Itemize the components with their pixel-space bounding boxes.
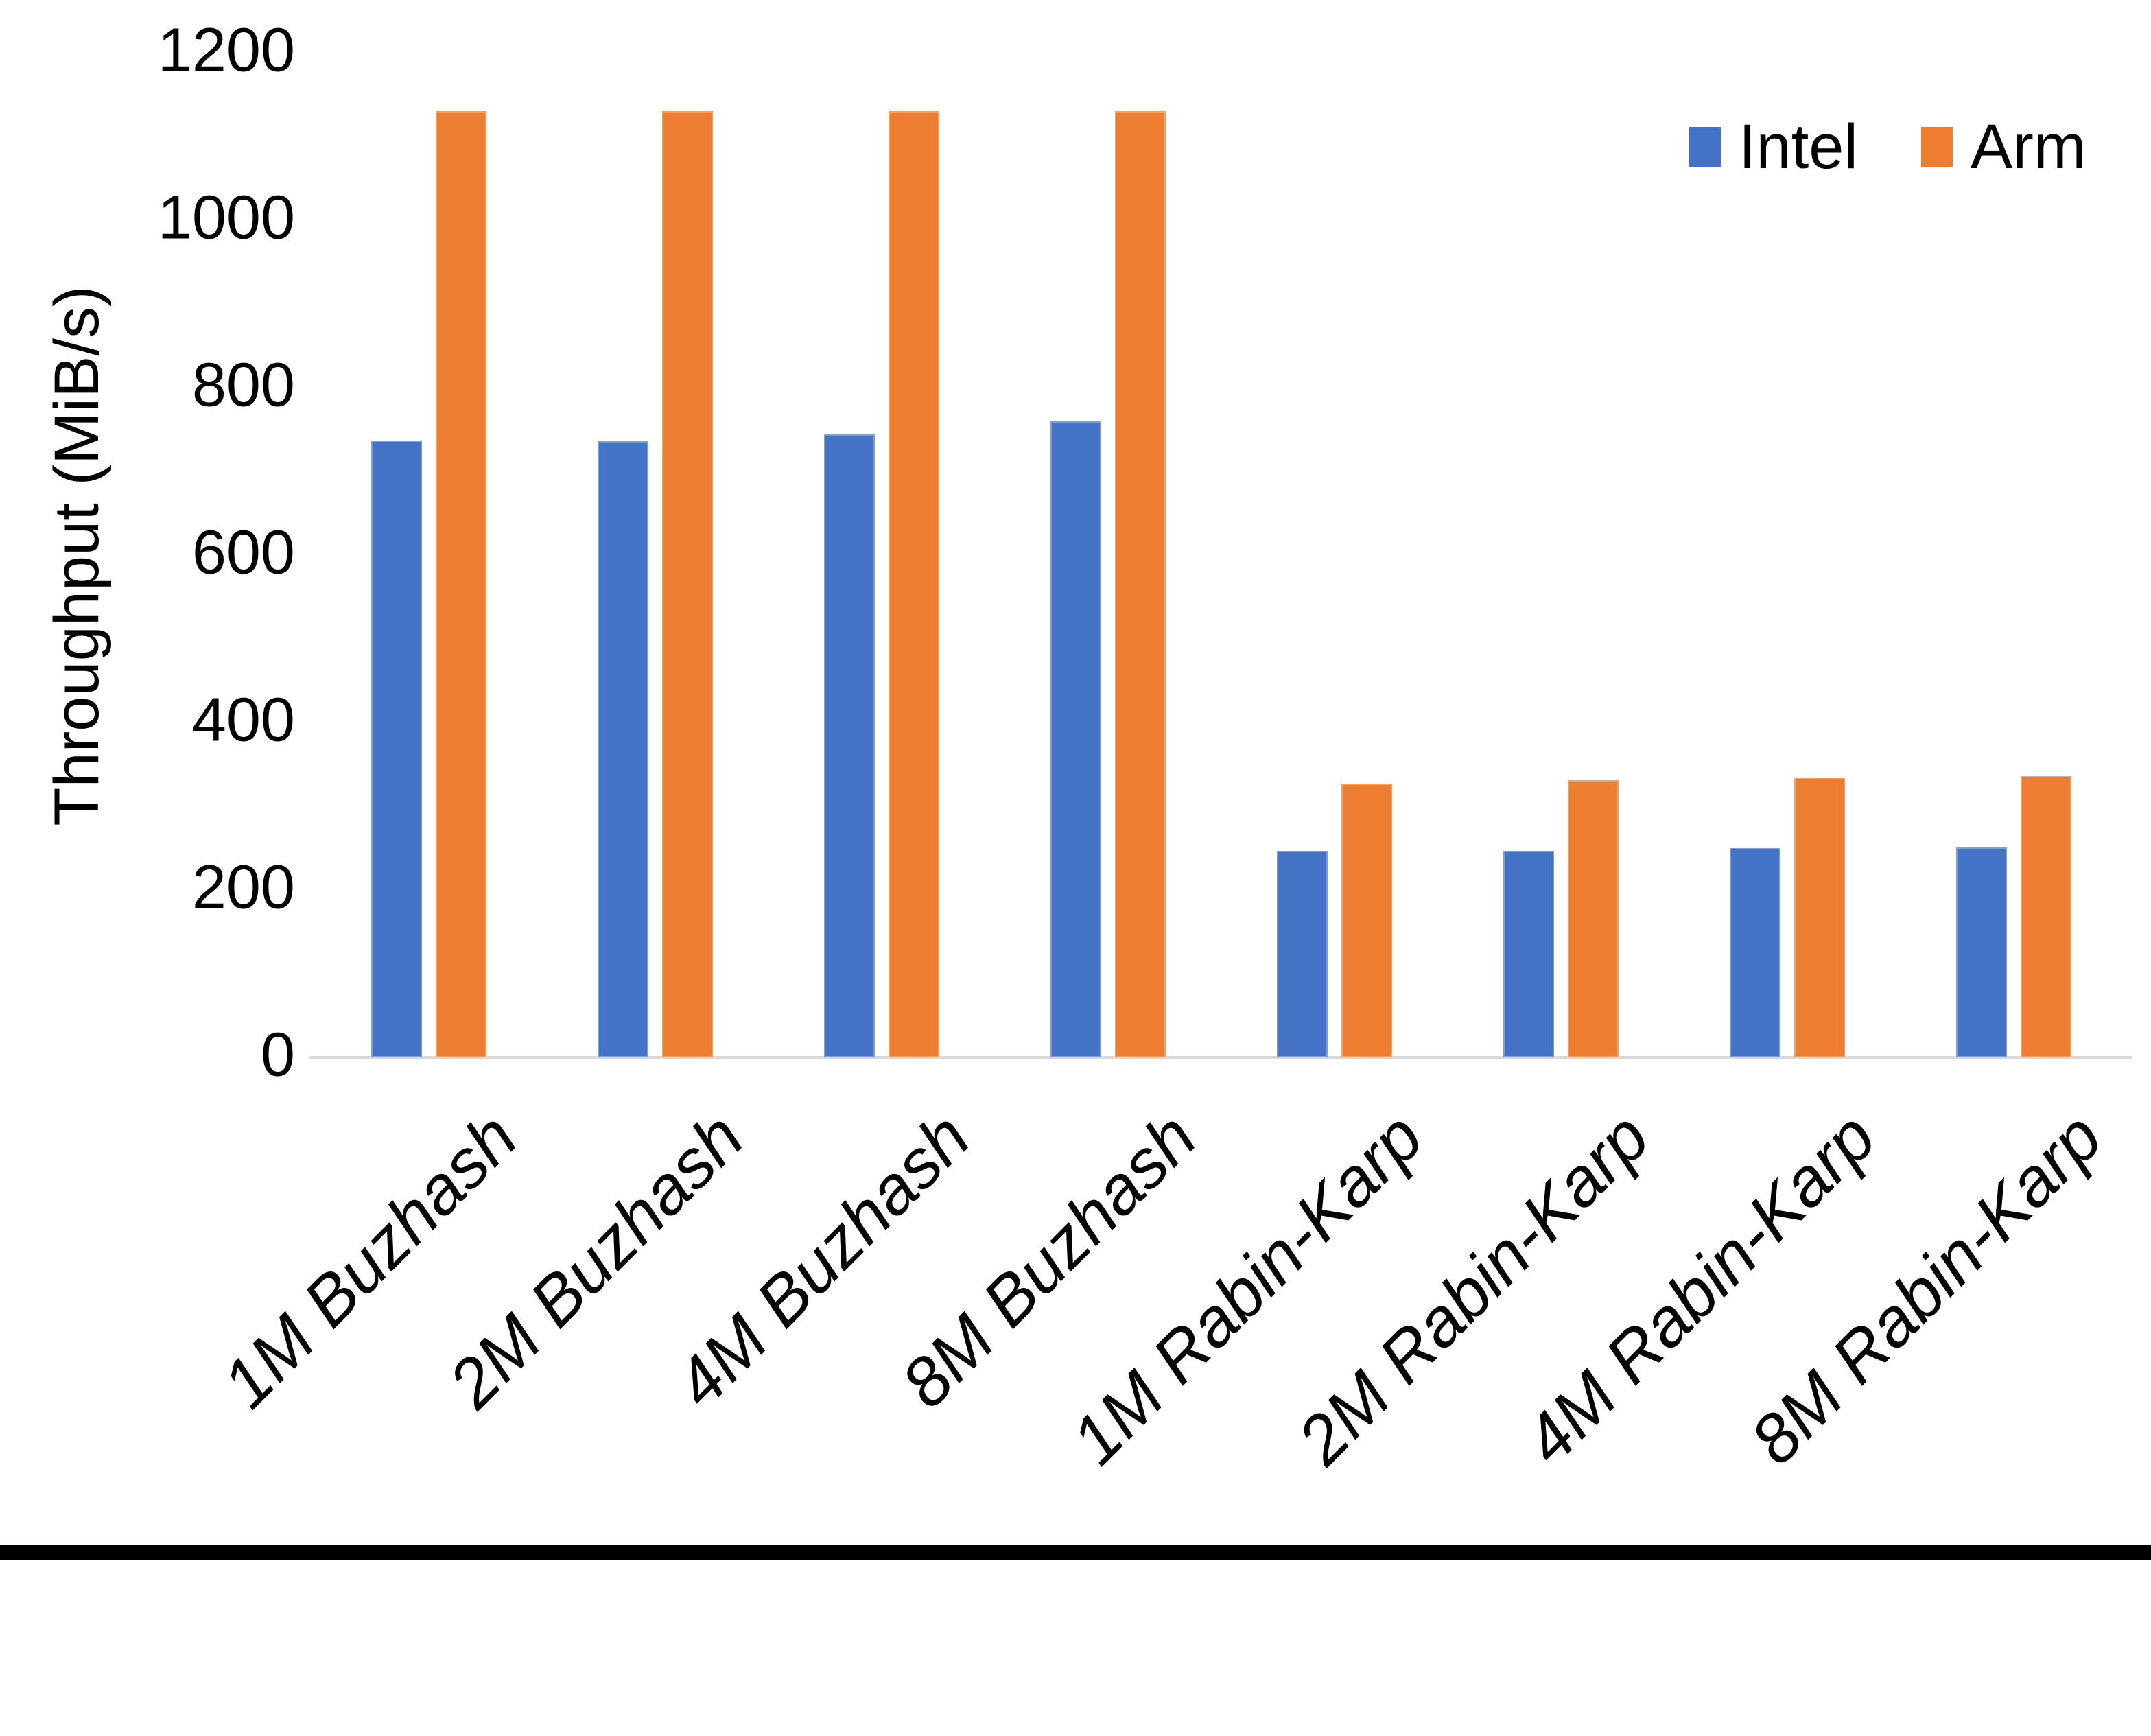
bar-arm-1m-buzhash: [436, 111, 486, 1057]
bar-chart: Throughput (MiB/s) 0 200 400 600 800 1000 1200…: [0, 16, 2151, 1560]
y-tick-800: 800: [191, 351, 295, 420]
legend: Intel Arm: [1689, 115, 2087, 178]
bar-intel-8m-rabin-karp: [1956, 847, 2007, 1057]
legend-label-arm: Arm: [1970, 112, 2087, 182]
y-tick-200: 200: [191, 853, 295, 922]
plot-area: [316, 53, 2127, 1057]
x-axis-line: [309, 1056, 2132, 1059]
bar-arm-1m-rabin-karp: [1341, 784, 1392, 1057]
y-tick-1000: 1000: [157, 183, 295, 253]
y-tick-0: 0: [260, 1020, 295, 1090]
slide-bottom-border: [0, 1545, 2151, 1560]
bar-arm-4m-buzhash: [889, 111, 939, 1057]
legend-item-arm: Arm: [1920, 112, 2087, 182]
legend-swatch-intel: [1689, 127, 1721, 167]
legend-label-intel: Intel: [1739, 112, 1858, 182]
bar-intel-4m-rabin-karp: [1730, 848, 1780, 1057]
bar-intel-8m-buzhash: [1050, 421, 1101, 1057]
bar-arm-8m-buzhash: [1115, 111, 1166, 1057]
bar-intel-2m-rabin-karp: [1503, 850, 1554, 1057]
y-tick-400: 400: [191, 685, 295, 755]
bar-intel-1m-rabin-karp: [1277, 850, 1328, 1057]
bar-arm-4m-rabin-karp: [1794, 777, 1845, 1057]
bar-arm-8m-rabin-karp: [2021, 776, 2071, 1057]
bar-intel-2m-buzhash: [598, 441, 648, 1057]
bar-intel-4m-buzhash: [824, 434, 875, 1057]
bar-arm-2m-rabin-karp: [1568, 780, 1619, 1057]
legend-swatch-arm: [1920, 127, 1953, 167]
bar-intel-1m-buzhash: [371, 440, 422, 1057]
y-tick-1200: 1200: [157, 16, 295, 85]
y-tick-600: 600: [191, 518, 295, 587]
legend-item-intel: Intel: [1689, 115, 1858, 178]
bar-arm-2m-buzhash: [662, 111, 713, 1057]
